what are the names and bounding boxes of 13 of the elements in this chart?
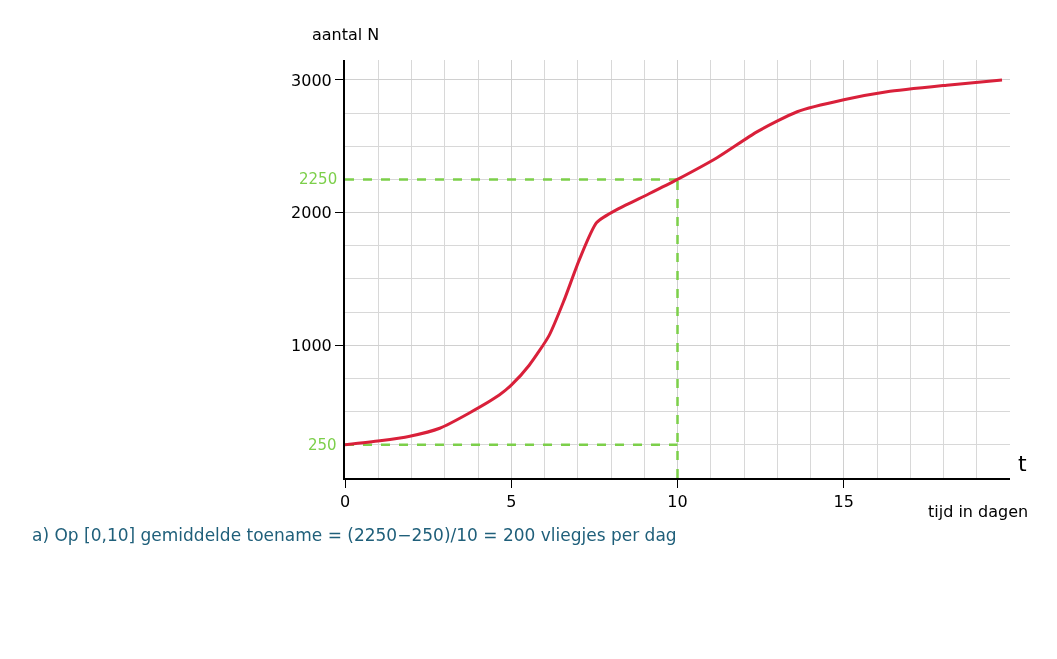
text: tijd in dagen bbox=[928, 502, 1029, 521]
y-tick-label: 1000 bbox=[291, 335, 332, 355]
ref-line-label: 250 bbox=[308, 436, 337, 454]
x-axis-title: t bbox=[1018, 451, 1027, 476]
ref-line-label: 2250 bbox=[299, 170, 338, 188]
y-axis-title: aantal N bbox=[312, 25, 380, 44]
x-tick-label: 5 bbox=[506, 492, 517, 512]
y-tick-label: 3000 bbox=[291, 70, 332, 90]
x-tick-label: 15 bbox=[833, 492, 854, 512]
x-tick-label: 10 bbox=[667, 492, 688, 512]
y-tick-label: 2000 bbox=[291, 203, 332, 223]
x-tick-label: 0 bbox=[339, 492, 351, 512]
text: a) Op [0,10] gemiddelde toename = (2250−250)/10 = 200 vliegjes per dag bbox=[32, 525, 677, 545]
